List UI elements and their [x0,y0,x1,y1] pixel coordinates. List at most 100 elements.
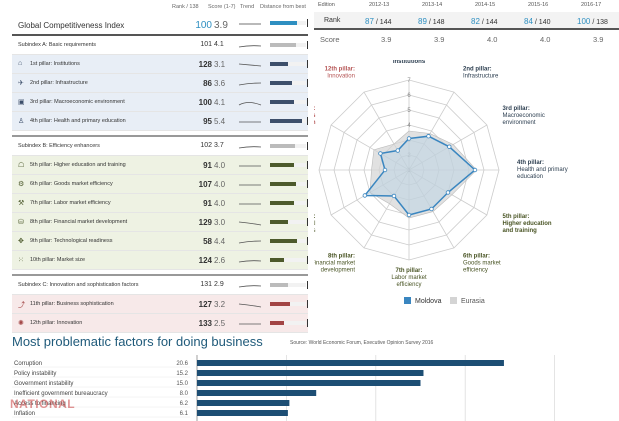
distance-best-tick [307,60,308,68]
trend-header: Trend [240,4,255,10]
distance-best-tick [307,256,308,264]
edition-score: 4.0 [540,35,551,44]
distance-fill [270,258,285,262]
edition-rank-value: 100 [577,17,591,26]
distance-bar [270,218,308,226]
distance-best-tick [307,41,308,49]
edition-rank-total: / 138 [592,19,608,26]
distance-fill [270,283,288,287]
edition-year: 2014-15 [475,2,496,8]
distance-best-tick [307,199,308,207]
edition-score: 3.9 [381,35,392,44]
distance-bar [270,19,308,27]
health-icon: ♙ [18,118,25,125]
row-score: 3.7 [214,142,224,149]
bar [197,360,504,366]
edition-year: 2013-14 [422,2,443,8]
moldova-point [447,144,452,149]
distance-bar [270,180,308,188]
radar-tick-label: 4 [407,123,411,129]
radar-axis-label-line: Business [314,113,316,119]
institutions-icon: ⌂ [18,60,23,67]
editions-table: Edition 2012-13 2013-14 2014-15 2015-16 2016… [314,0,619,48]
moldova-point [406,136,412,141]
bar [197,390,317,396]
row-rank: 58 [203,237,212,246]
distance-best-tick [307,79,308,87]
trend-sparkline [238,221,262,226]
distance-bar [270,300,308,308]
row-rank: 107 [198,180,212,189]
row-score: 3.0 [214,218,226,227]
radar-axis-label-line: and training [503,228,538,234]
radar-tick-label: 5 [407,108,411,114]
edition-year: 2012-13 [369,2,390,8]
section-divider [12,131,308,137]
distance-best-tick [307,180,308,188]
market-size-icon: ⁙ [18,257,24,264]
subindex-row: Subindex B: Efficiency enhancers 102 3.7 [12,137,308,156]
radar-axis-label: 12th pillar:Innovation [325,66,355,79]
labor-market-icon: ⚒ [18,200,25,207]
financial-market-icon: ⛁ [18,219,24,226]
pillar-row: ⌂ 1st pillar: Institutions 128 3.1 [12,55,308,74]
pillar-table: Rank / 138 Score (1-7) Trend Distance fr… [12,0,308,333]
distance-bar [270,256,308,264]
row-rank: 127 [198,300,212,309]
bar [197,370,424,376]
edition-rank: 87/ 144 [365,17,391,26]
row-rank: 129 [198,218,212,227]
score-label: Score [320,35,340,44]
moldova-point [395,148,400,153]
edition-rank-value: 87 [365,17,374,26]
business-icon: ⤴ [18,302,25,309]
trend-sparkline [239,184,261,186]
distance-best-tick [307,161,308,169]
trend-sparkline [238,146,262,149]
infrastructure-icon: ✈ [18,80,24,87]
radar-axis-label-line: efficiency [463,268,488,274]
moldova-point [378,151,383,156]
distance-bar [270,142,308,150]
radar-axis-label-line: 6th pillar: [463,254,490,260]
distance-bar [270,237,308,245]
radar-axis-label-line: Goods market [463,261,501,267]
pillar-row: ⚙ 6th pillar: Goods market efficiency 107 4… [12,175,308,194]
legend-swatch-moldova [404,297,411,304]
row-score: 3.6 [214,79,226,88]
watermark-logo: NATIONAL [10,397,76,411]
pillar-row: ✺ 12th pillar: Innovation 133 2.5 [12,314,308,333]
trend-sparkline [239,323,261,325]
radar-axis-label-line: 9th pillar: [314,214,315,220]
edition-rank: 84/ 140 [524,17,550,26]
edition-rank-value: 82 [471,17,480,26]
row-score: 4.4 [214,237,226,246]
table-header: Rank / 138 Score (1-7) Trend Distance fr… [12,0,308,14]
row-score: 5.4 [214,117,226,126]
distance-bar [270,60,308,68]
radar-axis-label-line: readiness [314,228,315,234]
edition-rank: 82/ 144 [471,17,497,26]
trend-sparkline [239,203,261,205]
edition-rank-value: 89 [418,17,427,26]
distance-fill [270,239,297,243]
distance-fill [270,100,295,104]
bar-value-label: 15.0 [176,381,188,387]
edition-score: 3.9 [593,35,604,44]
row-label: 12th pillar: Innovation [30,320,83,326]
bar-value-label: 15.2 [176,371,188,377]
radar-axis-label-line: 12th pillar: [325,66,355,72]
pillar-row: ⤴ 11th pillar: Business sophistication 127… [12,295,308,314]
row-rank: 91 [203,161,212,170]
radar-axis-label-line: 7th pillar: [395,268,422,274]
distance-bar [270,41,308,49]
bar-category-label: Inflation [14,411,35,417]
row-score: 4.0 [214,199,226,208]
pillar-row: ⁙ 10th pillar: Market size 124 2.6 [12,251,308,270]
education-icon: ☖ [18,162,25,169]
distance-best-tick [307,300,308,308]
distance-fill [270,144,296,148]
trend-sparkline [238,63,262,67]
